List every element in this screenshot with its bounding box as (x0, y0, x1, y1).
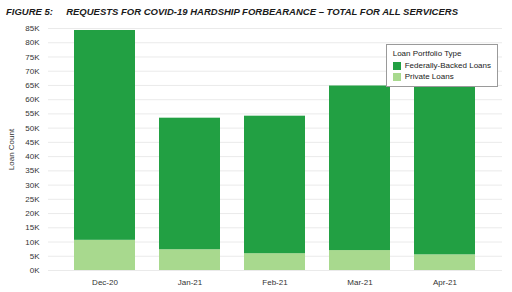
svg-text:65K: 65K (25, 81, 40, 90)
svg-text:0K: 0K (30, 266, 40, 275)
svg-text:55K: 55K (25, 109, 40, 118)
svg-text:5K: 5K (30, 252, 40, 261)
svg-text:25K: 25K (25, 195, 40, 204)
svg-text:10K: 10K (25, 238, 40, 247)
html-text:Private Loans: Private Loans (404, 72, 454, 81)
svg-text:Loan Count: Loan Count (7, 128, 16, 170)
svg-text:30K: 30K (25, 181, 40, 190)
svg-text:20K: 20K (25, 209, 40, 218)
svg-text:85K: 85K (25, 24, 40, 33)
svg-text:15K: 15K (25, 223, 40, 232)
svg-text:60K: 60K (25, 95, 40, 104)
svg-text:Apr-21: Apr-21 (433, 278, 458, 287)
svg-text:35K: 35K (25, 166, 40, 175)
svg-text:40K: 40K (25, 152, 40, 161)
svg-text:Feb-21: Feb-21 (262, 278, 288, 287)
svg-text:75K: 75K (25, 53, 40, 62)
svg-text:45K: 45K (25, 138, 40, 147)
svg-text:Jan-21: Jan-21 (178, 278, 203, 287)
svg-text:Mar-21: Mar-21 (347, 278, 373, 287)
html-text:Federally-Backed Loans: Federally-Backed Loans (404, 61, 491, 70)
svg-text:70K: 70K (25, 67, 40, 76)
svg-text:Dec-20: Dec-20 (92, 278, 118, 287)
svg-text:80K: 80K (25, 38, 40, 47)
html-text:Loan Portfolio Type: Loan Portfolio Type (392, 49, 462, 58)
svg-text:50K: 50K (25, 124, 40, 133)
html-text:FIGURE 5: REQUESTS FOR COVID-1: FIGURE 5: REQUESTS FOR COVID-19 HARDSHIP… (6, 6, 458, 17)
